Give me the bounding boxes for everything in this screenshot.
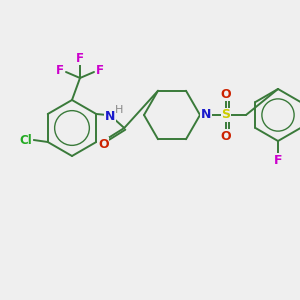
Text: N: N xyxy=(105,110,116,122)
Text: O: O xyxy=(98,137,109,151)
Text: N: N xyxy=(201,109,211,122)
Text: F: F xyxy=(76,52,84,64)
Text: Cl: Cl xyxy=(20,134,32,146)
Text: H: H xyxy=(115,105,123,115)
Text: S: S xyxy=(221,109,230,122)
Text: F: F xyxy=(96,64,104,77)
Text: F: F xyxy=(56,64,64,77)
Text: F: F xyxy=(274,154,282,166)
Text: O: O xyxy=(221,130,231,142)
Text: O: O xyxy=(221,88,231,100)
